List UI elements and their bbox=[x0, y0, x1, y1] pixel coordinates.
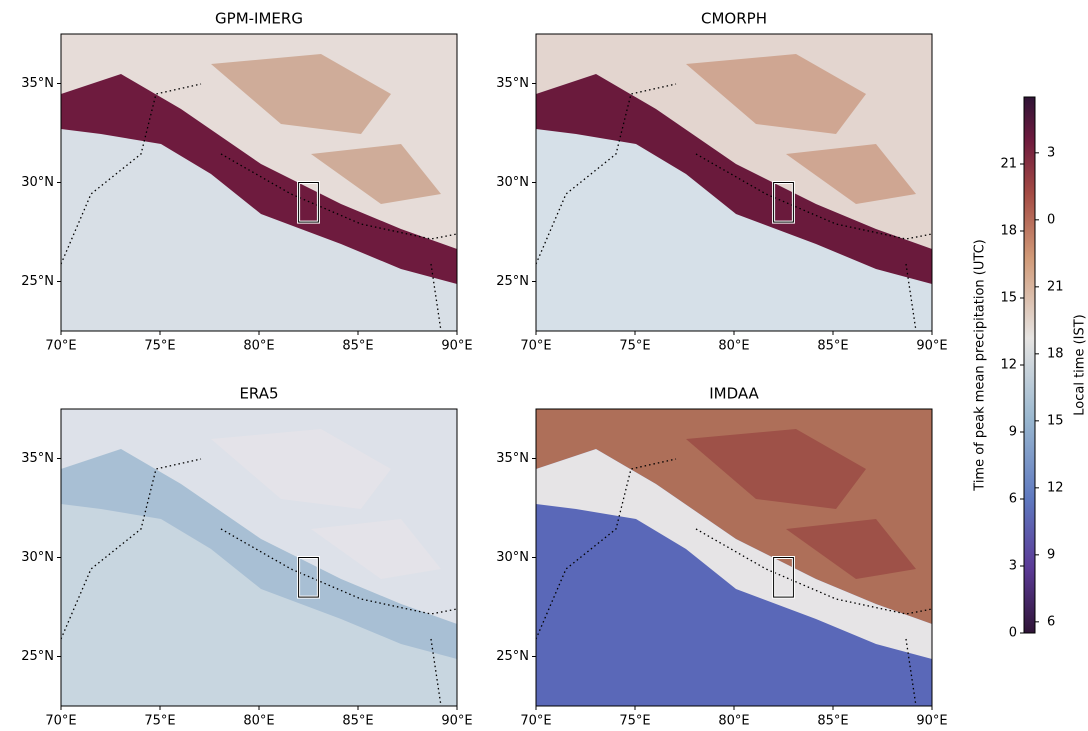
y-tick-label: 25°N bbox=[496, 274, 529, 289]
x-tick-label: 80°E bbox=[243, 339, 274, 354]
colorbar-tick-label: 15 bbox=[1000, 291, 1017, 306]
panel-title: IMDAA bbox=[709, 385, 759, 403]
map-panel: CMORPH 70°E 75°E 80°E 85°E 90°E 25°N 30°N 35°N bbox=[496, 10, 947, 354]
colorbar-label-ist: Local time (IST) bbox=[1073, 314, 1088, 416]
map-panel: IMDAA 70°E 75°E 80°E 85°E 90°E 25°N 30°N 35°N bbox=[496, 385, 947, 729]
himalaya-band bbox=[536, 449, 932, 659]
colorbar-tick-label: 0 bbox=[1009, 626, 1017, 641]
study-region-outline bbox=[773, 182, 794, 223]
y-tick-label: 35°N bbox=[21, 76, 54, 91]
border bbox=[535, 83, 933, 332]
x-tick-label: 85°E bbox=[342, 339, 373, 354]
x-tick-label: 85°E bbox=[817, 339, 848, 354]
border bbox=[60, 458, 458, 707]
map-panel: ERA5 70°E 75°E 80°E 85°E 90°E 25°N 30°N 35°N bbox=[21, 385, 472, 729]
border bbox=[60, 83, 458, 332]
x-tick-label: 70°E bbox=[520, 714, 551, 729]
x-tick-label: 70°E bbox=[45, 714, 76, 729]
y-tick-label: 25°N bbox=[21, 649, 54, 664]
x-tick-label: 80°E bbox=[243, 714, 274, 729]
panel-title: GPM-IMERG bbox=[215, 10, 303, 28]
colorbar-tick-label: 6 bbox=[1009, 492, 1017, 507]
y-tick-label: 35°N bbox=[496, 76, 529, 91]
x-tick-label: 75°E bbox=[144, 714, 175, 729]
study-region-outline bbox=[773, 557, 794, 598]
y-tick-label: 30°N bbox=[496, 550, 529, 565]
panel-title: ERA5 bbox=[239, 385, 278, 403]
plateau-patches bbox=[686, 54, 916, 204]
x-tick-label: 85°E bbox=[342, 714, 373, 729]
colorbar-tick-label: 3 bbox=[1009, 559, 1017, 574]
study-region-outline bbox=[298, 557, 319, 598]
study-region-outline bbox=[298, 182, 319, 223]
colorbar-tick-label-ist: 21 bbox=[1047, 279, 1064, 294]
map-panel: GPM-IMERG 70°E 75°E 80°E 85°E 90°E 25°N 30°N 35°… bbox=[21, 10, 472, 354]
plateau-patches bbox=[211, 429, 441, 579]
x-tick-label: 80°E bbox=[718, 339, 749, 354]
colorbar-tick-label: 9 bbox=[1009, 425, 1017, 440]
y-tick-label: 30°N bbox=[21, 550, 54, 565]
colorbar-tick-label-ist: 9 bbox=[1047, 547, 1055, 562]
plateau-patches bbox=[686, 429, 916, 579]
colorbar-label: Time of peak mean precipitation (UTC) bbox=[973, 239, 988, 491]
colorbar-tick-label-ist: 18 bbox=[1047, 346, 1064, 361]
y-tick-label: 30°N bbox=[21, 175, 54, 190]
x-tick-label: 90°E bbox=[916, 714, 947, 729]
plateau-patches bbox=[211, 54, 441, 204]
y-tick-label: 35°N bbox=[496, 451, 529, 466]
colorbar-tick-label-ist: 0 bbox=[1047, 212, 1055, 227]
x-tick-label: 75°E bbox=[619, 714, 650, 729]
colorbar bbox=[1023, 96, 1036, 634]
colorbar-tick-label-ist: 6 bbox=[1047, 614, 1055, 629]
y-tick-label: 25°N bbox=[21, 274, 54, 289]
border bbox=[535, 458, 933, 707]
y-tick-label: 35°N bbox=[21, 451, 54, 466]
colorbar-tick-label-ist: 12 bbox=[1047, 480, 1064, 495]
himalaya-band bbox=[536, 74, 932, 284]
x-tick-label: 70°E bbox=[520, 339, 551, 354]
colorbar-tick-label: 18 bbox=[1000, 224, 1017, 239]
x-tick-label: 70°E bbox=[45, 339, 76, 354]
x-tick-label: 85°E bbox=[817, 714, 848, 729]
x-tick-label: 75°E bbox=[619, 339, 650, 354]
x-tick-label: 90°E bbox=[441, 339, 472, 354]
colorbar-tick-label-ist: 3 bbox=[1047, 145, 1055, 160]
colorbar-tick-label: 12 bbox=[1000, 358, 1017, 373]
colorbar-tick-label: 21 bbox=[1000, 157, 1017, 172]
x-tick-label: 90°E bbox=[916, 339, 947, 354]
y-tick-label: 25°N bbox=[496, 649, 529, 664]
himalaya-band bbox=[61, 74, 457, 284]
y-tick-label: 30°N bbox=[496, 175, 529, 190]
x-tick-label: 90°E bbox=[441, 714, 472, 729]
panel-title: CMORPH bbox=[701, 10, 767, 28]
x-tick-label: 75°E bbox=[144, 339, 175, 354]
colorbar-tick-label-ist: 15 bbox=[1047, 413, 1064, 428]
x-tick-label: 80°E bbox=[718, 714, 749, 729]
himalaya-band bbox=[61, 449, 457, 659]
